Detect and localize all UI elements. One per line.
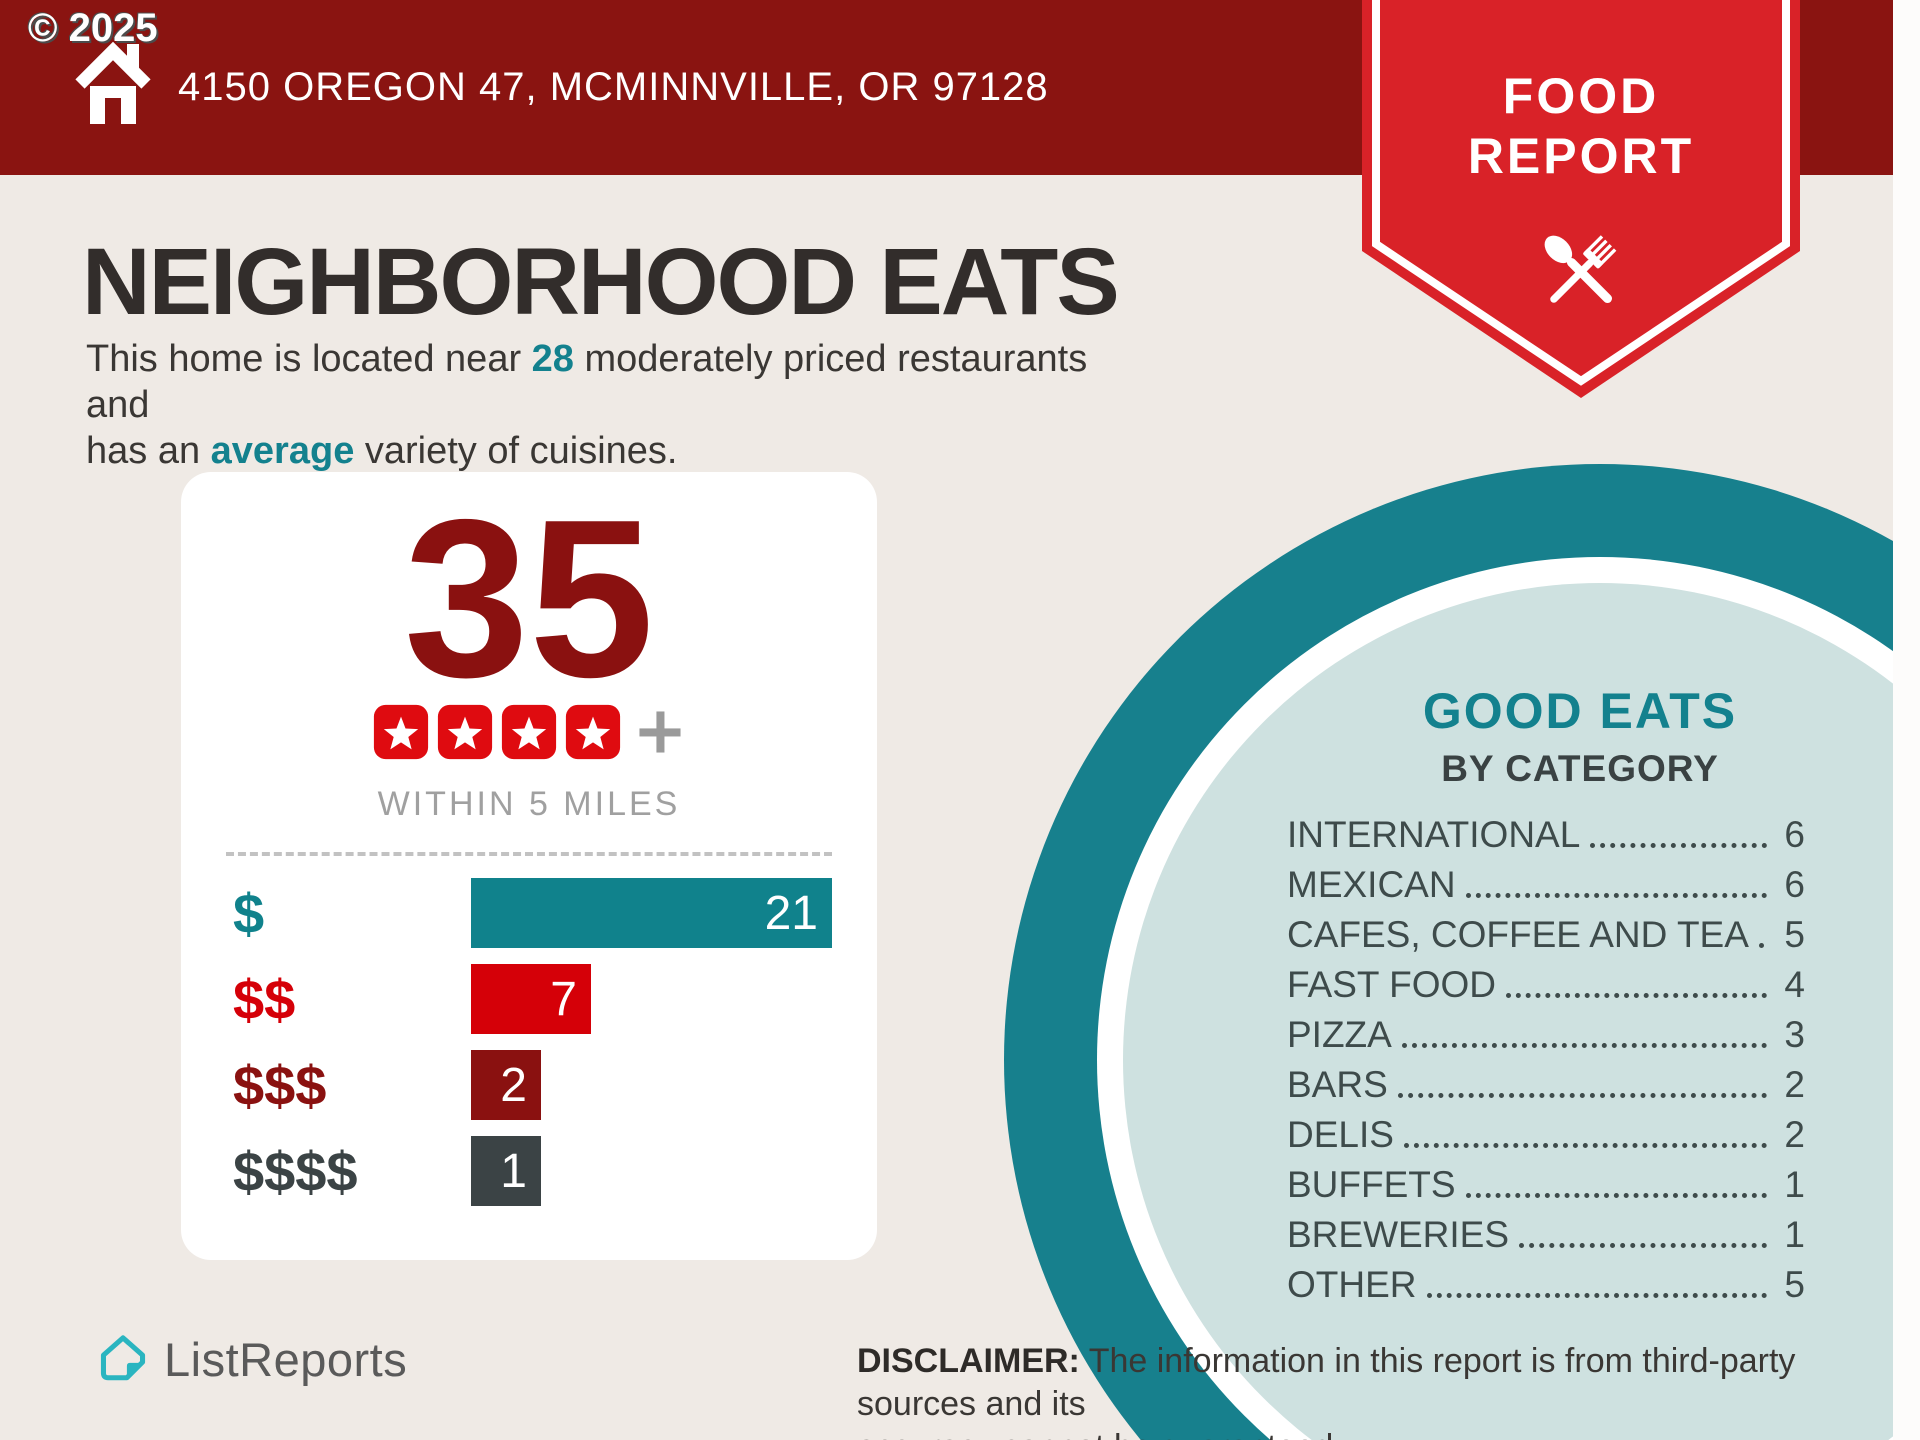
listreports-logo: ListReports [98, 1330, 407, 1388]
star-icon [437, 704, 493, 760]
category-row: MEXICAN 6 [1287, 860, 1805, 910]
category-label: MEXICAN [1287, 864, 1456, 905]
category-label: BREWERIES [1287, 1214, 1510, 1255]
category-count: 4 [1784, 964, 1805, 1005]
home-icon [75, 41, 151, 124]
dotted-leader [1401, 1043, 1767, 1048]
restaurant-count: 28 [531, 338, 574, 380]
dotted-leader [1465, 893, 1767, 898]
page-subtitle: This home is located near 28 moderately … [86, 338, 1088, 472]
food-report-ribbon: FOOD REPORT [1362, 0, 1800, 398]
category-row: OTHER 5 [1287, 1260, 1805, 1310]
utensils-icon [1544, 235, 1617, 304]
category-row: BUFFETS 1 [1287, 1160, 1805, 1210]
category-label: INTERNATIONAL [1287, 814, 1581, 855]
category-count: 6 [1784, 814, 1805, 855]
variety-highlight: average [210, 430, 355, 472]
dashed-divider [226, 852, 832, 856]
good-eats-title: GOOD EATS [1422, 683, 1738, 739]
category-label: OTHER [1287, 1264, 1417, 1305]
star-icon [373, 704, 429, 760]
category-count: 5 [1784, 914, 1805, 955]
dotted-leader [1758, 943, 1767, 948]
bar-value: 1 [500, 1144, 527, 1198]
restaurant-total: 35 [403, 472, 655, 724]
category-label: CAFES, COFFEE AND TEA [1287, 914, 1749, 955]
listreports-logo-text: ListReports [164, 1332, 408, 1386]
category-label: FAST FOOD [1287, 964, 1497, 1005]
bar-value: 2 [500, 1058, 527, 1112]
category-count: 6 [1784, 864, 1805, 905]
category-row: INTERNATIONAL 6 [1287, 810, 1805, 860]
price-tier-bar: 21 [471, 878, 832, 948]
good-eats-subtitle: BY CATEGORY [1441, 748, 1719, 789]
category-label: DELIS [1287, 1114, 1394, 1155]
category-label: BARS [1287, 1064, 1388, 1105]
dotted-leader [1506, 993, 1767, 998]
bar-row: $$$$ 1 [181, 1136, 877, 1206]
price-bar-chart: $21 $$ 7 $$$ 2 $$$$ 1 [181, 878, 877, 1222]
star-icon [501, 704, 557, 760]
bar-row: $$$ 2 [181, 1050, 877, 1120]
ribbon-line2: REPORT [1468, 128, 1694, 184]
property-address: 4150 OREGON 47, MCMINNVILLE, OR 97128 [178, 65, 1049, 109]
copyright-watermark: © 2025 [28, 6, 158, 50]
category-count: 1 [1784, 1164, 1805, 1205]
price-tier-label: $ [233, 881, 265, 945]
ribbon-line1: FOOD [1503, 68, 1659, 124]
bar-value: 7 [550, 972, 577, 1026]
category-row: DELIS 2 [1287, 1110, 1805, 1160]
pale-inner-circle [1123, 583, 1920, 1440]
category-row: CAFES, COFFEE AND TEA 5 [1287, 910, 1805, 960]
good-eats-heading: GOOD EATS BY CATEGORY [1300, 682, 1860, 790]
good-eats-category-list: INTERNATIONAL 6 MEXICAN 6 CAFES, COFFEE AND … [1287, 810, 1805, 1310]
right-edge-strip [1893, 0, 1920, 1440]
dotted-leader [1397, 1093, 1767, 1098]
rating-stars [373, 703, 685, 761]
dotted-leader [1519, 1243, 1767, 1248]
category-row: FAST FOOD 4 [1287, 960, 1805, 1010]
category-label: BUFFETS [1287, 1164, 1456, 1205]
dotted-leader [1465, 1193, 1767, 1198]
price-tier-bar: 7 [471, 964, 591, 1034]
dotted-leader [1590, 843, 1767, 848]
category-count: 3 [1784, 1014, 1805, 1055]
category-count: 1 [1784, 1214, 1805, 1255]
plus-icon [639, 711, 681, 753]
subtitle-text: This home is located near [86, 338, 532, 380]
price-tier-label: $$$$ [233, 1139, 358, 1203]
category-row: BREWERIES 1 [1287, 1210, 1805, 1260]
category-row: BARS 2 [1287, 1060, 1805, 1110]
price-tier-bar: 2 [471, 1050, 541, 1120]
category-count: 5 [1784, 1264, 1805, 1305]
price-tier-label: $$ [233, 967, 296, 1031]
bar-value: 21 [764, 886, 818, 940]
price-tier-label: $$$ [233, 1053, 327, 1117]
dotted-leader [1403, 1143, 1767, 1148]
bar-row: $21 [181, 878, 877, 948]
category-count: 2 [1784, 1114, 1805, 1155]
disclaimer-label: DISCLAIMER: [857, 1342, 1080, 1380]
dotted-leader [1426, 1293, 1767, 1298]
category-row: PIZZA 3 [1287, 1010, 1805, 1060]
price-tier-bar: 1 [471, 1136, 541, 1206]
category-label: PIZZA [1287, 1014, 1392, 1055]
star-icon [565, 704, 621, 760]
page-title: NEIGHBORHOOD EATS [82, 229, 1120, 335]
disclaimer: DISCLAIMER: The information in this repo… [857, 1342, 1796, 1440]
listreports-logo-icon [100, 1335, 146, 1381]
bar-row: $$ 7 [181, 964, 877, 1034]
stats-card: 35 WITHIN 5 MILES $21 $$ 7 $$$ 2 $$$$ 1 [181, 472, 877, 1260]
category-count: 2 [1784, 1064, 1805, 1105]
radius-label: WITHIN 5 MILES [377, 785, 681, 823]
